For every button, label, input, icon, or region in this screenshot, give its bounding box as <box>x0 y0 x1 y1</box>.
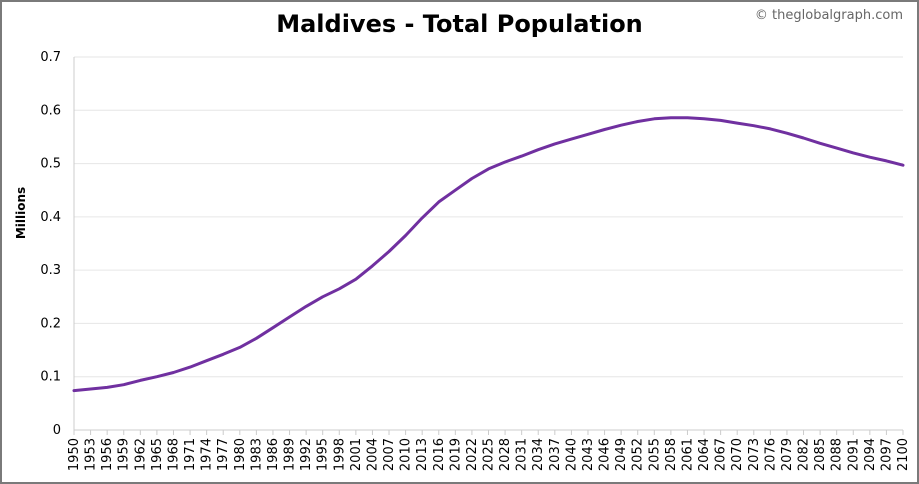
x-tick-label: 2031 <box>515 438 530 471</box>
y-tick-label: 0.4 <box>40 210 61 225</box>
x-tick-label: 2082 <box>797 438 812 471</box>
series-layer <box>72 116 905 393</box>
credit-text: © theglobalgraph.com <box>754 8 903 23</box>
x-tick-label: 2067 <box>714 438 729 471</box>
x-tick-label: 1992 <box>299 438 314 471</box>
x-tick-label: 2004 <box>365 438 380 471</box>
x-tick-label: 1986 <box>266 438 281 471</box>
x-tick-label: 2019 <box>448 438 463 471</box>
x-tick-label: 1965 <box>150 438 165 471</box>
x-tick-label: 2022 <box>465 438 480 471</box>
x-tick-label: 2052 <box>631 438 646 471</box>
x-tick-label: 2079 <box>780 438 795 471</box>
x-tick-label: 2088 <box>830 438 845 471</box>
x-tick-label: 1959 <box>117 438 132 471</box>
x-tick-label: 2076 <box>763 438 778 471</box>
x-tick-label: 2007 <box>382 438 397 471</box>
x-tick-label: 1989 <box>283 438 298 471</box>
x-tick-label: 1980 <box>233 438 248 471</box>
x-tick-label: 2025 <box>482 438 497 471</box>
y-tick-label: 0.3 <box>40 263 61 278</box>
x-tick-label: 2058 <box>664 438 679 471</box>
x-tick-label: 1968 <box>166 438 181 471</box>
x-tick-label: 1977 <box>216 438 231 471</box>
x-tick-label: 2094 <box>863 438 878 471</box>
series-line-total-population <box>72 116 905 393</box>
x-tick-label: 1953 <box>84 438 99 471</box>
x-tick-label: 2070 <box>730 438 745 471</box>
x-tick-label: 2043 <box>581 438 596 471</box>
x-tick-label: 2073 <box>747 438 762 471</box>
x-axis-ticks: 1950 1953 1956 1959 1962 1965 1968 1971 1974 1977… <box>67 430 911 471</box>
y-tick-label: 0.1 <box>40 370 61 385</box>
x-tick-label: 2085 <box>813 438 828 471</box>
chart-title: Maldives - Total Population <box>276 10 643 38</box>
x-tick-label: 1950 <box>67 438 82 471</box>
x-tick-label: 1974 <box>200 438 215 471</box>
x-tick-label: 2010 <box>399 438 414 471</box>
x-tick-label: 2028 <box>498 438 513 471</box>
y-axis-ticks: 0 0.1 0.2 0.3 0.4 0.5 0.6 0.7 <box>40 50 61 438</box>
x-tick-label: 2034 <box>531 438 546 471</box>
x-tick-label: 2100 <box>896 438 911 471</box>
y-tick-label: 0.7 <box>40 50 61 65</box>
x-tick-label: 2016 <box>432 438 447 471</box>
x-tick-label: 1983 <box>249 438 264 471</box>
gridlines <box>74 56 903 378</box>
x-tick-label: 2001 <box>349 438 364 471</box>
x-tick-label: 1956 <box>100 438 115 471</box>
x-tick-label: 2037 <box>548 438 563 471</box>
x-tick-label: 2049 <box>614 438 629 471</box>
y-tick-label: 0.2 <box>40 316 61 331</box>
y-tick-label: 0 <box>53 423 61 438</box>
x-tick-label: 1971 <box>183 438 198 471</box>
y-tick-label: 0.6 <box>40 103 61 118</box>
x-tick-label: 2064 <box>697 438 712 471</box>
x-tick-label: 1995 <box>316 438 331 471</box>
x-tick-label: 2040 <box>564 438 579 471</box>
x-tick-label: 2013 <box>415 438 430 471</box>
x-tick-label: 2061 <box>680 438 695 471</box>
x-tick-label: 2055 <box>647 438 662 471</box>
axes <box>73 57 903 431</box>
y-axis-label: Millions <box>14 187 28 239</box>
x-tick-label: 2046 <box>598 438 613 471</box>
x-tick-label: 1998 <box>332 438 347 471</box>
x-tick-label: 2097 <box>879 438 894 471</box>
x-tick-label: 2091 <box>846 438 861 471</box>
y-tick-label: 0.5 <box>40 157 61 172</box>
x-tick-label: 1962 <box>133 438 148 471</box>
